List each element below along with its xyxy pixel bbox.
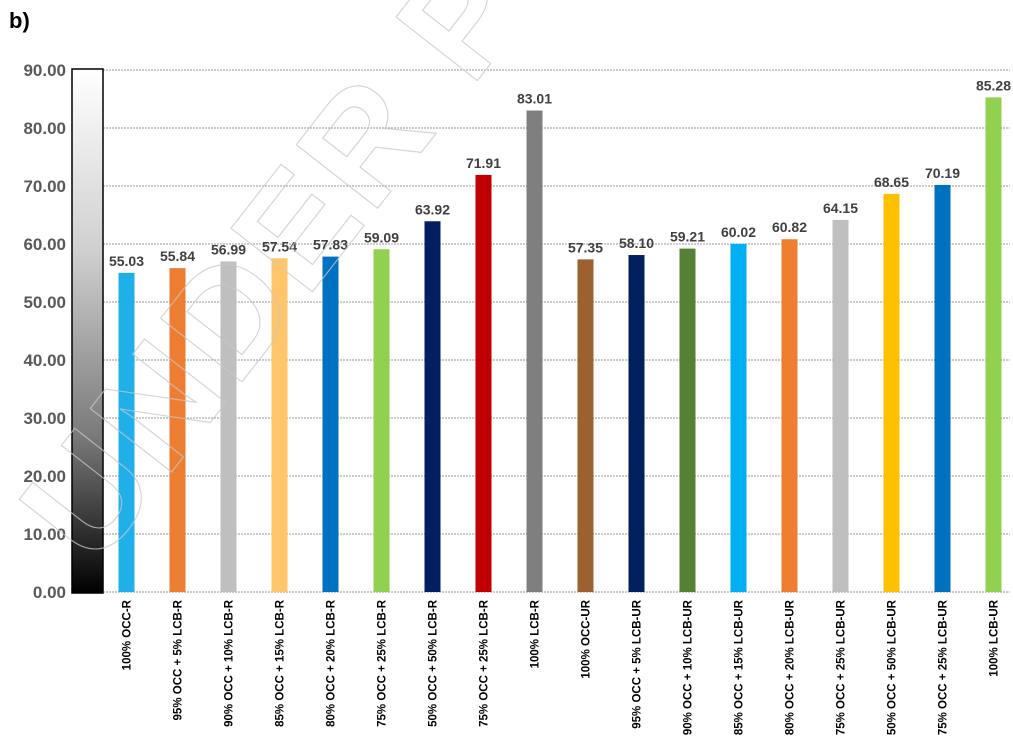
data-label: 58.10 — [619, 235, 654, 251]
bar — [577, 259, 594, 592]
y-tick-label: 40.00 — [23, 351, 66, 370]
data-label: 59.09 — [364, 229, 399, 245]
data-label: 85.28 — [976, 77, 1011, 93]
x-tick-label: 90% OCC + 10% LCB-R — [224, 599, 236, 727]
y-tick-label: 0.00 — [33, 583, 66, 602]
bars — [118, 97, 1002, 593]
x-tick-label: 50% OCC + 50% LCB-UR — [887, 599, 899, 735]
bar — [322, 256, 339, 592]
y-tick-label: 60.00 — [23, 235, 66, 254]
data-label: 57.83 — [313, 237, 348, 253]
data-label: 63.92 — [415, 201, 450, 217]
x-tick-label: 85% OCC + 15% LCB-UR — [734, 599, 746, 735]
data-label: 60.02 — [721, 224, 756, 240]
x-tick-label: 100% OCC-R — [122, 599, 134, 670]
bar — [934, 184, 951, 592]
bar — [169, 268, 186, 592]
x-tick-label: 80% OCC + 20% LCB-R — [326, 599, 338, 727]
x-tick-label: 90% OCC + 10% LCB-UR — [683, 599, 695, 735]
data-labels: 55.03 55.84 56.99 57.54 57.83 59.09 63.92 71.91… — [109, 77, 1011, 268]
gridlines — [103, 69, 1010, 593]
data-label: 55.84 — [160, 248, 195, 264]
x-tick-label: 75% OCC + 25% LCB-UR — [938, 599, 950, 735]
x-tick-label: 100% LCB-R — [530, 599, 542, 668]
bar — [628, 255, 645, 592]
x-tick-label: 50% OCC + 50% LCB-R — [428, 599, 440, 727]
data-label: 83.01 — [517, 91, 552, 107]
bar — [373, 249, 390, 592]
x-axis-labels: 100% OCC-R 95% OCC + 5% LCB-R 90% OCC + 10… — [122, 599, 1001, 735]
x-tick-label: 75% OCC + 25% LCB-R — [479, 599, 491, 727]
x-tick-label: 80% OCC + 20% LCB-UR — [785, 599, 797, 735]
bar — [220, 261, 237, 592]
data-label: 68.65 — [874, 174, 909, 190]
x-tick-label: 75% OCC + 25% LCB-R — [377, 599, 389, 727]
bar — [271, 258, 288, 592]
x-tick-label: 100% LCB-UR — [989, 599, 1001, 676]
x-tick-label: 75% OCC + 25% LCB-UR — [836, 599, 848, 735]
x-tick-label: 95% OCC + 5% LCB-R — [173, 599, 185, 720]
data-label: 57.54 — [262, 238, 297, 254]
bar — [679, 248, 696, 592]
data-label: 59.21 — [670, 229, 705, 245]
y-tick-label: 90.00 — [23, 61, 66, 80]
bar — [730, 243, 747, 592]
y-tick-label: 10.00 — [23, 525, 66, 544]
data-label: 64.15 — [823, 200, 858, 216]
x-tick-label: 95% OCC + 5% LCB-UR — [632, 599, 644, 728]
x-tick-label: 100% OCC-UR — [581, 599, 593, 678]
bar — [985, 97, 1002, 592]
y-tick-label: 70.00 — [23, 177, 66, 196]
y-tick-label: 20.00 — [23, 467, 66, 486]
bar — [118, 272, 135, 592]
data-label: 57.35 — [568, 239, 603, 255]
data-label: 70.19 — [925, 165, 960, 181]
y-tick-label: 30.00 — [23, 409, 66, 428]
y-tick-label: 80.00 — [23, 119, 66, 138]
axis-gradient-bar — [71, 68, 104, 594]
data-label: 60.82 — [772, 219, 807, 235]
y-tick-label: 50.00 — [23, 293, 66, 312]
bar — [424, 221, 441, 592]
panel-label: b) — [9, 8, 30, 33]
data-label: 55.03 — [109, 253, 144, 269]
bar — [781, 239, 798, 592]
bar — [475, 174, 492, 592]
bar — [832, 219, 849, 592]
data-label: 56.99 — [211, 241, 246, 257]
bar — [883, 193, 900, 592]
x-tick-label: 85% OCC + 15% LCB-R — [275, 599, 287, 727]
bar — [526, 110, 543, 593]
data-label: 71.91 — [466, 155, 501, 171]
y-axis-ticks: 0.00 10.00 20.00 30.00 40.00 50.00 60.00 70.00 8… — [23, 61, 66, 602]
